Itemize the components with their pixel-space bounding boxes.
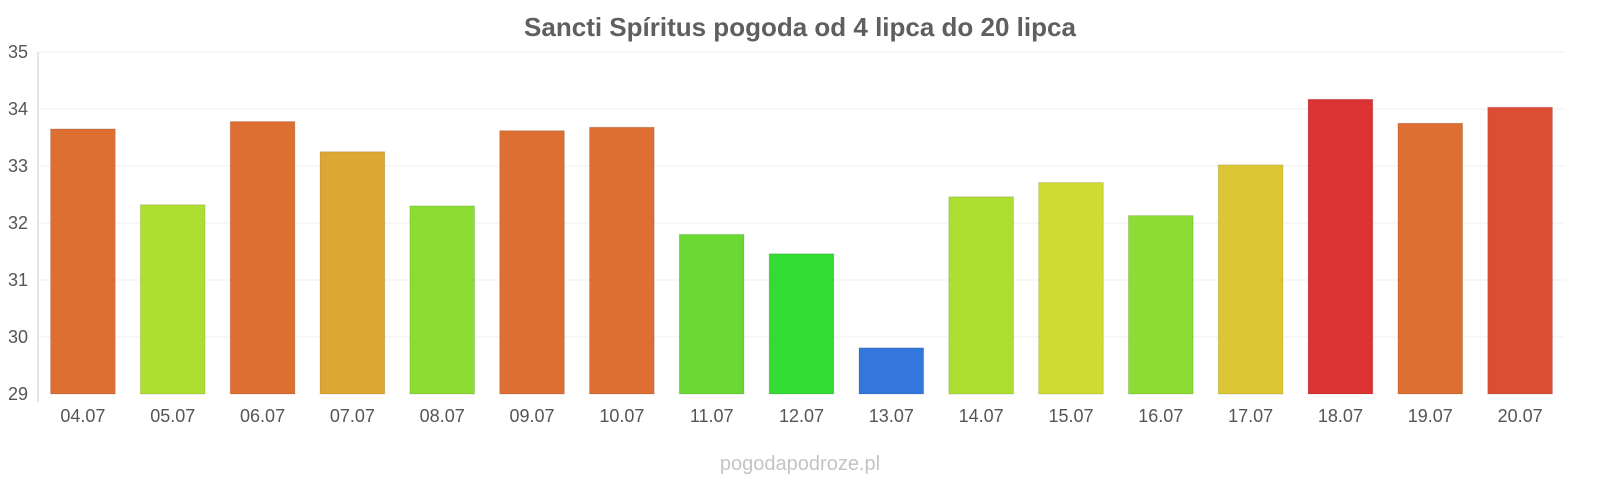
- y-tick-label: 33: [8, 156, 28, 176]
- bar-08.07: [409, 205, 476, 395]
- y-tick-label: 31: [8, 270, 28, 290]
- y-axis: 29 30 31 32 33 34 35: [8, 42, 39, 404]
- y-tick-label: 29: [8, 384, 28, 404]
- bar-10.07: [589, 126, 655, 395]
- bar-20.07: [1487, 106, 1553, 395]
- x-tick-label: 12.07: [779, 406, 824, 426]
- x-tick-label: 06.07: [240, 406, 285, 426]
- bar-04.07: [50, 128, 116, 395]
- bar-14.07: [948, 196, 1014, 395]
- x-tick-label: 04.07: [60, 406, 105, 426]
- x-tick-label: 09.07: [510, 406, 555, 426]
- bar-19.07: [1397, 122, 1464, 395]
- x-tick-label: 15.07: [1048, 406, 1093, 426]
- bar-05.07: [139, 204, 206, 395]
- x-tick-label: 13.07: [869, 406, 914, 426]
- x-tick-label: 05.07: [150, 406, 195, 426]
- x-tick-label: 19.07: [1408, 406, 1453, 426]
- x-tick-label: 07.07: [330, 406, 375, 426]
- x-axis: 04.07 05.07 06.07 07.07 08.07 09.07 10.07 11.07…: [60, 406, 1542, 426]
- y-tick-label: 34: [8, 99, 28, 119]
- chart-title: Sancti Spíritus pogoda od 4 lipca do 20 …: [524, 12, 1076, 42]
- y-tick-label: 32: [8, 213, 28, 233]
- x-tick-label: 18.07: [1318, 406, 1363, 426]
- bar-16.07: [1127, 215, 1194, 395]
- bar-12.07: [768, 253, 835, 395]
- x-tick-label: 10.07: [599, 406, 644, 426]
- bar-17.07: [1217, 164, 1284, 395]
- bar-13.07: [858, 347, 925, 395]
- bar-11.07: [678, 233, 745, 395]
- watermark: pogodapodroze.pl: [720, 453, 880, 475]
- x-tick-label: 16.07: [1138, 406, 1183, 426]
- x-tick-label: 11.07: [690, 406, 734, 426]
- bar-15.07: [1038, 182, 1104, 395]
- x-tick-label: 17.07: [1228, 406, 1273, 426]
- x-tick-label: 08.07: [420, 406, 465, 426]
- bar-07.07: [319, 151, 386, 395]
- y-tick-label: 30: [8, 327, 28, 347]
- bar-09.07: [499, 130, 565, 395]
- y-tick-label: 35: [8, 42, 28, 62]
- bar-06.07: [229, 121, 296, 395]
- bars: [50, 98, 1553, 395]
- x-tick-label: 14.07: [959, 406, 1004, 426]
- x-tick-label: 20.07: [1498, 406, 1543, 426]
- bar-18.07: [1307, 98, 1374, 395]
